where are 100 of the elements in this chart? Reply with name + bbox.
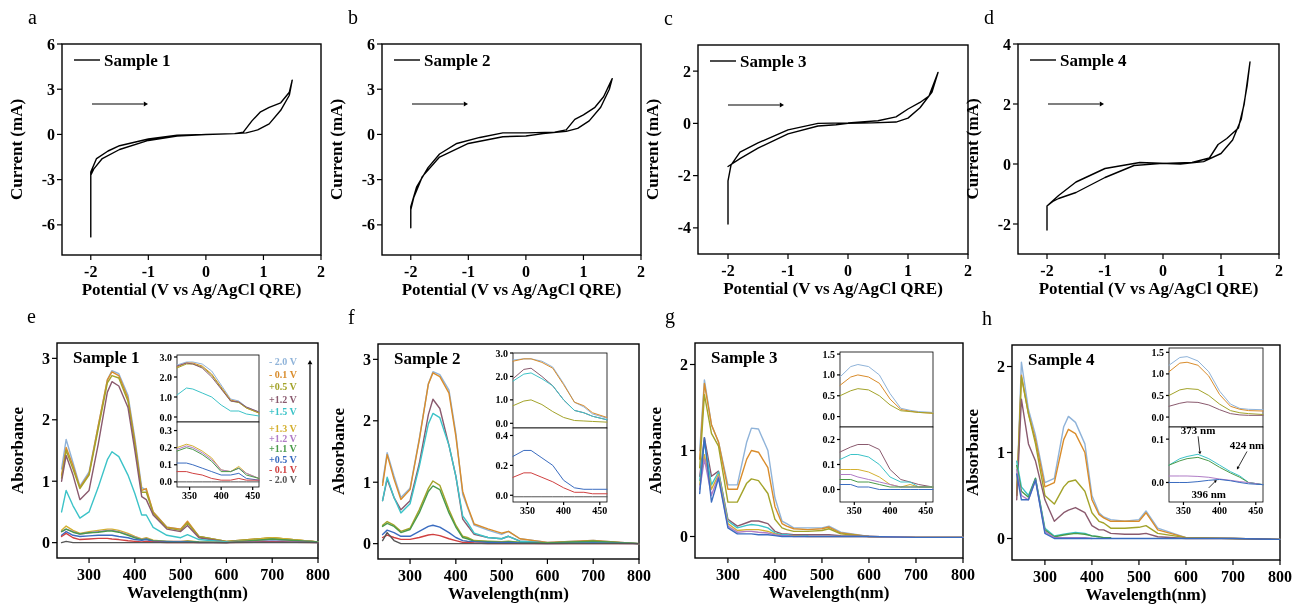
y-tick-label: 0.1: [1151, 433, 1164, 445]
y-tick-label: 2.0: [159, 371, 172, 383]
y-tick-label: 3: [42, 349, 50, 367]
x-tick-label: 400: [762, 566, 787, 583]
y-tick-label: 6: [47, 35, 55, 53]
y-tick-label: -2: [677, 167, 691, 185]
x-tick-label: 500: [809, 566, 834, 583]
y-tick-label: 0: [47, 126, 55, 144]
y-tick-label: 0.0: [1151, 476, 1164, 488]
x-tick-label: 400: [1079, 568, 1104, 585]
legend-label: Sample 1: [104, 50, 171, 70]
x-tick-label: 500: [1126, 568, 1151, 585]
series-label: +1.5 V: [269, 406, 298, 418]
y-tick-label: 1.5: [822, 348, 835, 360]
y-tick-label: 0: [42, 534, 50, 552]
x-tick-label: 0: [521, 263, 530, 280]
y-tick-label: 0.0: [822, 484, 835, 495]
y-tick-label: 1.0: [159, 391, 172, 403]
y-axis-title: Current (mA): [327, 98, 346, 201]
x-axis-title: Wavelength(nm): [768, 583, 890, 602]
y-axis-title: Current (mA): [963, 98, 982, 200]
x-tick-label: 350: [519, 505, 535, 516]
x-tick-label: 300: [715, 566, 740, 583]
y-tick-label: 0.5: [1151, 389, 1164, 401]
annotation: Sample 3: [711, 348, 778, 367]
x-tick-label: 450: [1248, 505, 1264, 516]
annotation: 373 nm: [1180, 424, 1216, 437]
x-tick-label: 350: [1175, 505, 1191, 516]
y-tick-label: 0: [1003, 155, 1011, 173]
x-tick-label: 1: [904, 262, 912, 279]
x-tick-label: -1: [141, 263, 155, 280]
chart-title: h: [982, 307, 992, 329]
y-tick-label: 3: [47, 80, 55, 98]
annotation: 396 nm: [1191, 487, 1226, 500]
annotation: 424 nm: [1229, 439, 1265, 452]
x-tick-label: -1: [461, 263, 475, 280]
x-tick-label: 350: [182, 490, 198, 501]
y-tick-label: 3.0: [159, 351, 172, 363]
series-label: - 2.0 V: [269, 473, 298, 485]
y-tick-label: 2.0: [495, 370, 508, 382]
x-tick-label: 300: [398, 567, 423, 584]
y-axis-title: Absorbance: [963, 408, 982, 496]
y-tick-label: 0.1: [822, 459, 835, 470]
y-tick-label: 0.3: [159, 425, 172, 437]
x-tick-label: 0: [201, 263, 210, 280]
x-tick-label: 350: [846, 505, 862, 516]
x-axis-title: Wavelength(nm): [127, 583, 248, 602]
x-tick-label: 700: [260, 566, 285, 583]
x-tick-label: 300: [77, 566, 102, 583]
legend-label: Sample 2: [424, 50, 491, 70]
y-tick-label: 1: [997, 444, 1005, 462]
chart-title: a: [28, 6, 37, 28]
x-tick-label: 2: [1275, 262, 1283, 279]
x-tick-label: 600: [1173, 568, 1198, 585]
legend-label: Sample 3: [740, 51, 807, 71]
text: +1.1 V: [269, 443, 298, 455]
y-tick-label: -6: [361, 216, 375, 234]
x-tick-label: -1: [781, 262, 795, 279]
y-tick-label: 1: [680, 442, 688, 460]
x-tick-label: 2: [317, 263, 325, 280]
legend-label: Sample 4: [1060, 50, 1128, 70]
series-label: +1.2 V: [269, 393, 298, 405]
x-tick-label: 400: [122, 566, 147, 583]
x-tick-label: 600: [535, 567, 560, 584]
y-axis-title: Absorbance: [646, 406, 665, 494]
series-label: +0.5 V: [269, 453, 298, 465]
x-axis-title: Potential (V vs Ag/AgCl QRE): [1038, 279, 1259, 298]
y-tick-label: 0.0: [159, 411, 172, 423]
x-tick-label: 0: [844, 262, 852, 279]
y-tick-label: -4: [677, 219, 691, 237]
x-tick-label: 2: [964, 262, 972, 279]
series-label: - 0.1 V: [269, 463, 298, 475]
text: - 2.0 V: [269, 356, 298, 367]
text: +1.2 V: [269, 433, 298, 445]
x-tick-label: 2: [637, 263, 645, 280]
y-tick-label: 2: [683, 62, 691, 80]
y-tick-label: 0.2: [495, 459, 508, 471]
x-tick-label: 450: [592, 505, 608, 516]
x-tick-label: -2: [84, 263, 98, 280]
y-tick-label: 6: [367, 35, 375, 53]
x-tick-label: -2: [721, 262, 735, 279]
y-tick-label: 0.4: [495, 429, 508, 441]
x-tick-label: 450: [918, 505, 934, 516]
x-tick-label: 800: [951, 566, 975, 583]
y-tick-label: 3: [367, 80, 375, 98]
y-tick-label: -3: [361, 171, 375, 189]
y-tick-label: -3: [41, 171, 55, 189]
x-tick-label: 700: [903, 566, 928, 583]
chart-title: d: [984, 6, 994, 28]
x-axis-title: Potential (V vs Ag/AgCl QRE): [723, 279, 943, 298]
x-tick-label: 500: [489, 567, 514, 584]
y-tick-label: 0: [680, 528, 688, 546]
chart-title: c: [664, 7, 673, 29]
x-tick-label: -2: [404, 263, 418, 280]
y-tick-label: -6: [41, 216, 55, 234]
text: +0.5 V: [269, 381, 298, 393]
y-tick-label: 0: [683, 114, 691, 132]
x-tick-label: 1: [259, 263, 268, 280]
y-tick-label: 1.5: [1151, 346, 1164, 358]
x-tick-label: 1: [1217, 262, 1225, 279]
